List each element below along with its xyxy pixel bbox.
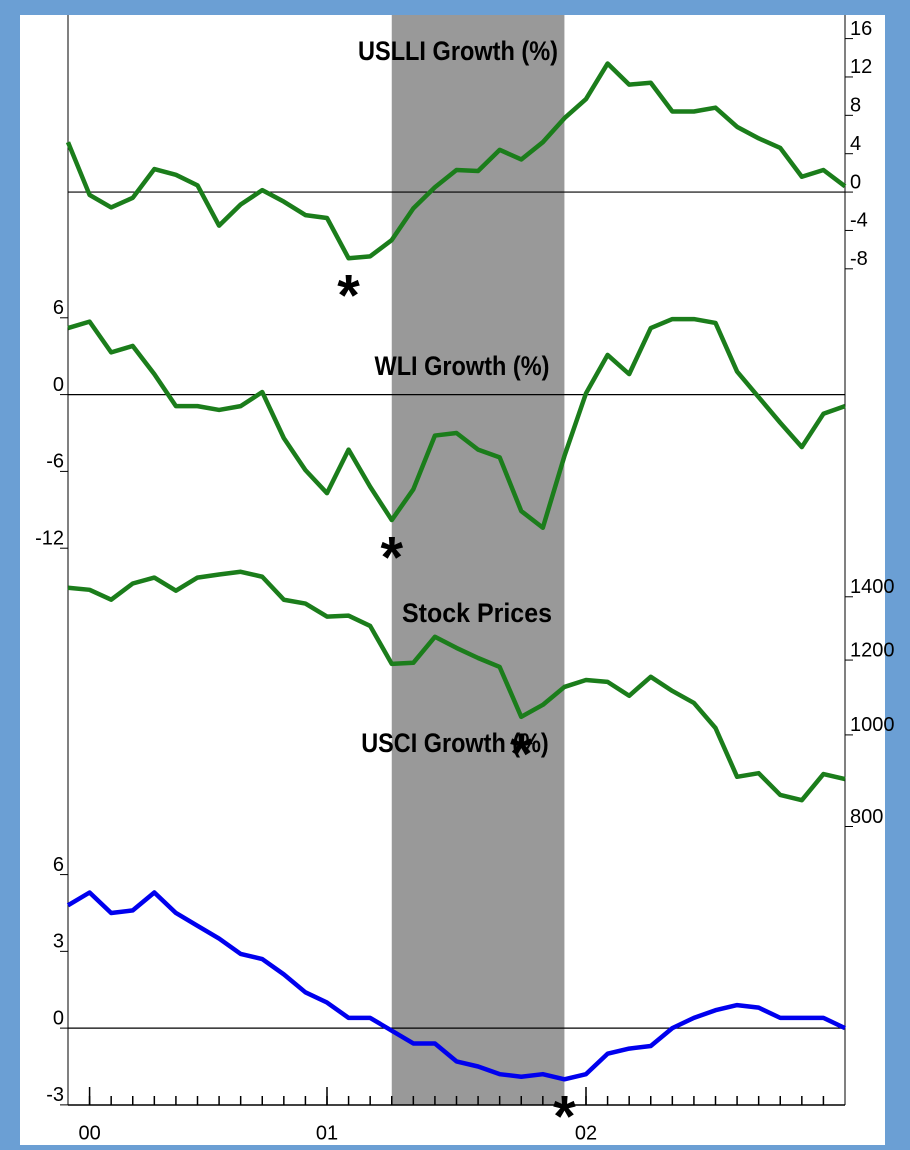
- y-tick-label: 4: [850, 133, 861, 155]
- series-line: [65, 61, 847, 261]
- y-tick-label: 1200: [850, 639, 895, 661]
- y-tick-label: 6: [53, 297, 64, 319]
- y-tick-label: 800: [850, 806, 883, 828]
- y-tick-label: 0: [53, 374, 64, 396]
- y-tick-label: -12: [35, 527, 64, 549]
- series-line: [66, 890, 846, 1082]
- y-tick-label: 0: [53, 1007, 64, 1029]
- y-tick-label: 3: [53, 931, 64, 953]
- y-tick-label: -8: [850, 248, 868, 270]
- y-tick-label: 16: [850, 18, 872, 40]
- x-tick-label: 02: [575, 1122, 597, 1144]
- turning-point-marker: *: [510, 722, 533, 787]
- panel-title: Stock Prices: [402, 598, 552, 628]
- x-tick-label: 00: [78, 1122, 100, 1144]
- turning-point-marker: *: [380, 525, 403, 590]
- turning-point-marker: *: [337, 264, 360, 329]
- series-line: [67, 569, 846, 803]
- y-tick-label: 6: [53, 854, 64, 876]
- y-tick-label: 1000: [850, 714, 895, 736]
- recession-shading: [391, 15, 565, 1105]
- y-tick-label: 0: [850, 171, 861, 193]
- panel-title: WLI Growth (%): [375, 351, 550, 381]
- y-tick-label: 12: [850, 56, 872, 78]
- panel-title: USLLI Growth (%): [358, 36, 558, 66]
- turning-point-marker: *: [553, 1085, 576, 1150]
- y-tick-label: 8: [850, 95, 861, 117]
- series-line: [67, 316, 846, 530]
- x-tick-label: 01: [316, 1122, 338, 1144]
- y-tick-label: 1400: [850, 576, 895, 598]
- y-tick-label: -3: [46, 1084, 64, 1106]
- y-tick-label: -4: [850, 210, 868, 232]
- panel-title: USCI Growth (%): [361, 728, 549, 758]
- y-tick-label: -6: [46, 451, 64, 473]
